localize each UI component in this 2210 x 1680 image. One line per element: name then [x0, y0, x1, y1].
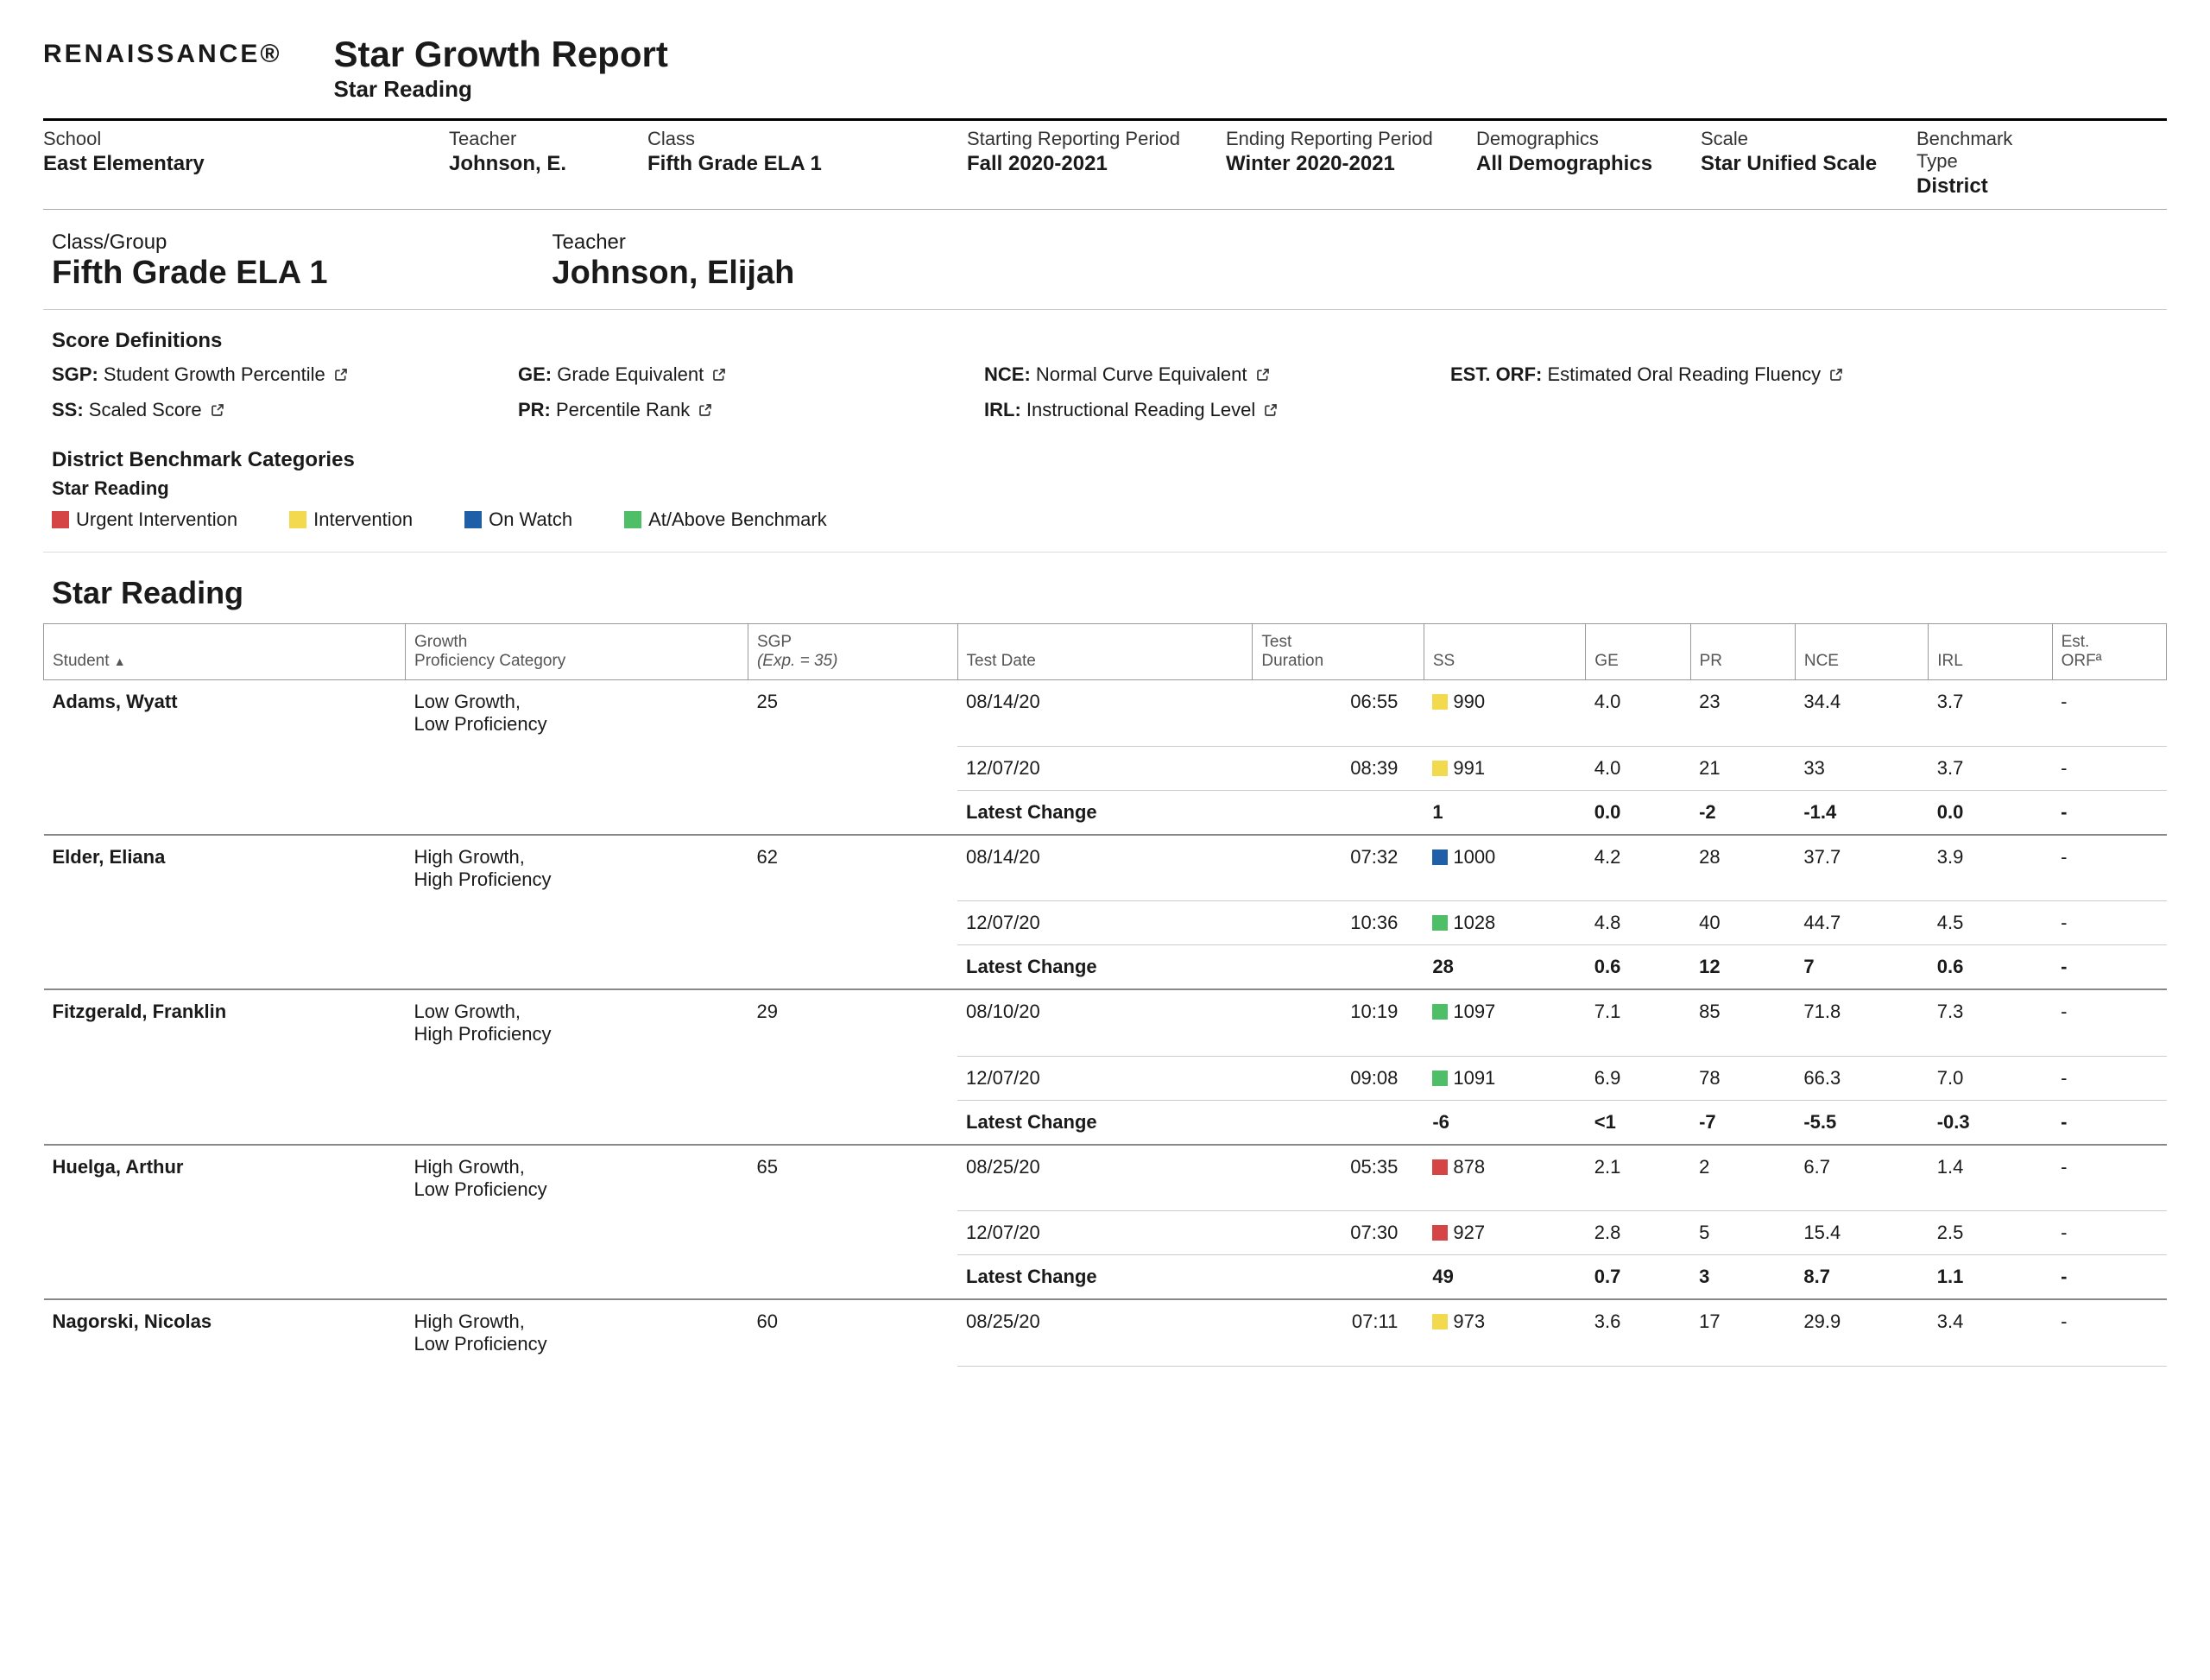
- latest-change-row: Latest Change 28 0.6 12 7 0.6 -: [44, 945, 2167, 990]
- external-link-icon[interactable]: [712, 364, 726, 387]
- student-name: Huelga, Arthur: [53, 1156, 184, 1178]
- col-orf[interactable]: Est.ORFª: [2052, 624, 2166, 680]
- table-title: Star Reading: [52, 575, 2167, 611]
- col-nce[interactable]: NCE: [1795, 624, 1928, 680]
- class-group-label: Class/Group: [52, 231, 328, 255]
- info-value: East Elementary: [43, 152, 414, 176]
- score-definition: SGP: Student Growth Percentile: [52, 363, 518, 387]
- external-link-icon[interactable]: [1264, 400, 1278, 422]
- col-test-duration[interactable]: TestDuration: [1253, 624, 1424, 680]
- col-irl[interactable]: IRL: [1929, 624, 2052, 680]
- benchmark-swatch: [1432, 849, 1448, 865]
- col-sgp[interactable]: SGP(Exp. = 35): [748, 624, 957, 680]
- external-link-icon[interactable]: [698, 400, 712, 422]
- benchmark-swatch: [1432, 761, 1448, 776]
- benchmark-swatch: [1432, 915, 1448, 931]
- info-value: Star Unified Scale: [1701, 152, 1882, 176]
- brand-logo: RENAISSANCE®: [43, 35, 281, 69]
- teacher-label: Teacher: [552, 231, 795, 255]
- table-row: Adams, Wyatt Low Growth,Low Proficiency …: [44, 680, 2167, 747]
- growth-table: Student ▲ GrowthProficiency Category SGP…: [43, 623, 2167, 1367]
- score-definition: PR: Percentile Rank: [518, 399, 984, 422]
- external-link-icon[interactable]: [1256, 364, 1270, 387]
- table-row: 12/07/20 09:08 1091 6.9 78 66.3 7.0 -: [44, 1056, 2167, 1100]
- student-name: Nagorski, Nicolas: [53, 1311, 212, 1332]
- report-subtitle: Star Reading: [333, 76, 667, 103]
- benchmark-swatch: [1432, 1159, 1448, 1175]
- info-label: Demographics: [1476, 128, 1666, 150]
- benchmark-subtitle: Star Reading: [52, 477, 2167, 500]
- sort-asc-icon: ▲: [114, 654, 126, 668]
- info-value: Fifth Grade ELA 1: [647, 152, 932, 176]
- info-label: Class: [647, 128, 932, 150]
- info-value: District: [1916, 174, 2055, 199]
- info-value: Fall 2020-2021: [967, 152, 1191, 176]
- teacher-value: Johnson, Elijah: [552, 255, 795, 292]
- report-title: Star Growth Report: [333, 35, 667, 74]
- class-group-value: Fifth Grade ELA 1: [52, 255, 328, 292]
- info-value: All Demographics: [1476, 152, 1666, 176]
- score-definition: NCE: Normal Curve Equivalent: [984, 363, 1450, 387]
- info-label: Starting Reporting Period: [967, 128, 1191, 150]
- score-definitions-title: Score Definitions: [52, 329, 2167, 353]
- legend-item: At/Above Benchmark: [624, 508, 827, 531]
- info-value: Winter 2020-2021: [1226, 152, 1442, 176]
- latest-change-row: Latest Change 1 0.0 -2 -1.4 0.0 -: [44, 790, 2167, 835]
- score-definition: EST. ORF: Estimated Oral Reading Fluency: [1450, 363, 1916, 387]
- latest-change-row: Latest Change 49 0.7 3 8.7 1.1 -: [44, 1255, 2167, 1300]
- score-definition: IRL: Instructional Reading Level: [984, 399, 1450, 422]
- legend-item: On Watch: [464, 508, 572, 531]
- student-name: Adams, Wyatt: [53, 691, 178, 712]
- legend-item: Intervention: [289, 508, 413, 531]
- col-pr[interactable]: PR: [1690, 624, 1795, 680]
- external-link-icon[interactable]: [211, 400, 224, 422]
- info-value: Johnson, E.: [449, 152, 613, 176]
- table-row: 12/07/20 08:39 991 4.0 21 33 3.7 -: [44, 746, 2167, 790]
- benchmark-swatch: [1432, 1071, 1448, 1086]
- student-name: Fitzgerald, Franklin: [53, 1001, 227, 1022]
- benchmark-swatch: [1432, 1004, 1448, 1020]
- legend-item: Urgent Intervention: [52, 508, 237, 531]
- table-row: Nagorski, Nicolas High Growth,Low Profic…: [44, 1299, 2167, 1366]
- table-row: Fitzgerald, Franklin Low Growth,High Pro…: [44, 989, 2167, 1056]
- info-label: Benchmark Type: [1916, 128, 2055, 173]
- info-label: School: [43, 128, 414, 150]
- table-row: 12/07/20 07:30 927 2.8 5 15.4 2.5 -: [44, 1211, 2167, 1255]
- benchmark-swatch: [1432, 1314, 1448, 1329]
- info-label: Ending Reporting Period: [1226, 128, 1442, 150]
- benchmark-swatch: [1432, 694, 1448, 710]
- student-name: Elder, Eliana: [53, 846, 166, 868]
- external-link-icon[interactable]: [334, 364, 348, 387]
- col-test-date[interactable]: Test Date: [957, 624, 1253, 680]
- col-category[interactable]: GrowthProficiency Category: [406, 624, 748, 680]
- score-definition: SS: Scaled Score: [52, 399, 518, 422]
- table-row: Elder, Eliana High Growth,High Proficien…: [44, 835, 2167, 901]
- info-bar: School East Elementary Teacher Johnson, E…: [43, 118, 2167, 210]
- benchmark-swatch: [1432, 1225, 1448, 1241]
- table-row: Huelga, Arthur High Growth,Low Proficien…: [44, 1145, 2167, 1211]
- external-link-icon[interactable]: [1829, 364, 1843, 387]
- col-student[interactable]: Student ▲: [44, 624, 406, 680]
- benchmark-categories-title: District Benchmark Categories: [52, 448, 2167, 472]
- latest-change-row: Latest Change -6 <1 -7 -5.5 -0.3 -: [44, 1100, 2167, 1145]
- info-label: Teacher: [449, 128, 613, 150]
- score-definition: GE: Grade Equivalent: [518, 363, 984, 387]
- col-ge[interactable]: GE: [1586, 624, 1690, 680]
- col-ss[interactable]: SS: [1424, 624, 1585, 680]
- table-row: 12/07/20 10:36 1028 4.8 40 44.7 4.5 -: [44, 901, 2167, 945]
- info-label: Scale: [1701, 128, 1882, 150]
